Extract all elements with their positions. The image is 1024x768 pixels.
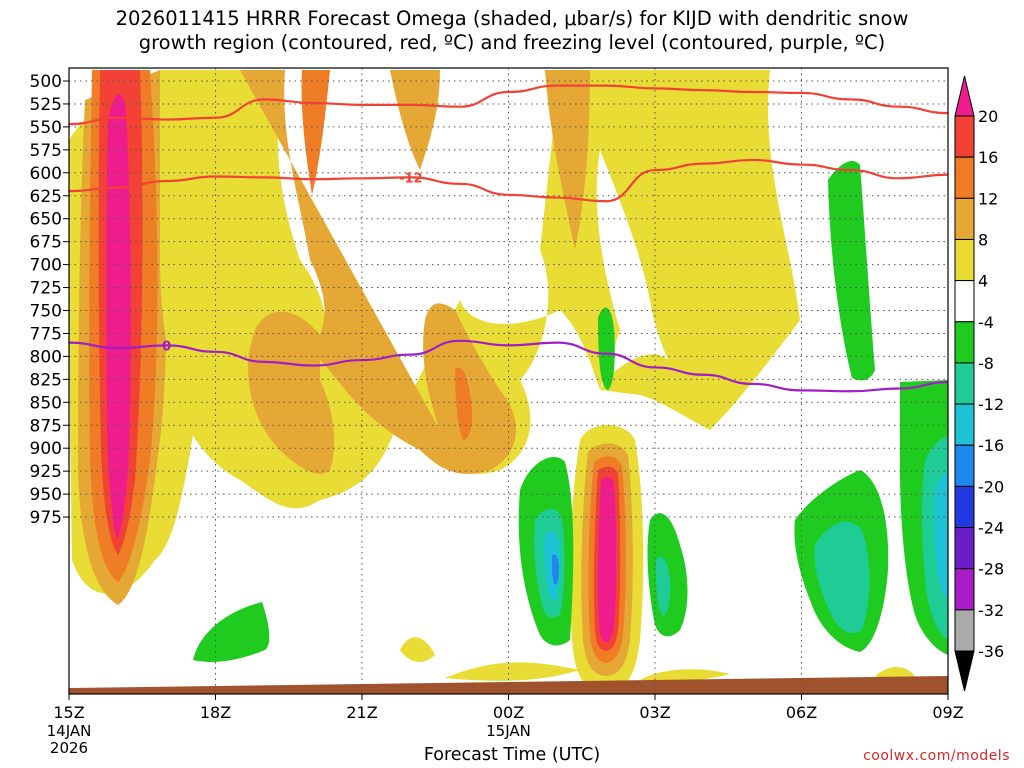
omega-contour-8 — [390, 70, 440, 170]
colorbar-label: -20 — [978, 477, 1004, 496]
colorbar-label: -4 — [978, 313, 994, 332]
omega-contour-4 — [640, 669, 730, 682]
colorbar-bin — [954, 485, 975, 529]
colorbar-label: -28 — [978, 560, 1004, 579]
colorbar-label: -24 — [978, 519, 1004, 538]
y-tick-label: 575 — [30, 141, 62, 161]
x-axis-title: Forecast Time (UTC) — [423, 745, 601, 765]
y-tick-label: 775 — [30, 324, 62, 344]
omega-contour-neg8 — [814, 521, 870, 634]
plot-border — [68, 67, 949, 695]
colorbar-label: 12 — [978, 189, 998, 208]
omega-contour-neg4 — [828, 160, 875, 381]
x-tick-label: 18Z — [200, 703, 231, 722]
omega-contour-neg4 — [193, 602, 270, 662]
y-tick-label: 650 — [30, 210, 62, 230]
colorbar-bin — [954, 568, 975, 611]
colorbar-bin — [954, 238, 975, 282]
grid — [69, 68, 948, 694]
colorbar-bin — [954, 280, 975, 323]
omega-contour-8 — [545, 70, 590, 250]
colorbar-label: -32 — [978, 601, 1004, 620]
colorbar-bin — [954, 197, 975, 240]
y-tick-label: 525 — [30, 95, 62, 115]
x-tick-label: 03Z — [639, 703, 670, 722]
temperature-contours: -12 0 — [68, 84, 949, 393]
x-tick-label: 06Z — [786, 703, 817, 722]
colorbar: 20 16 12 8 4 -4 -8 -12 -16 -20 -24 -28 -32 -36 — [954, 75, 1004, 692]
omega-contour-8 — [240, 70, 517, 474]
omega-shading — [69, 70, 948, 692]
colorbar-bin — [954, 444, 975, 487]
colorbar-bin — [954, 403, 975, 446]
colorbar-label: -12 — [978, 395, 1004, 414]
colorbar-label: -16 — [978, 436, 1004, 455]
colorbar-bin — [954, 156, 975, 199]
colorbar-bin — [954, 527, 975, 570]
y-tick-label: 725 — [30, 279, 62, 299]
x-tick-sublabel: 14JAN — [47, 722, 92, 740]
omega-contour-12 — [455, 367, 473, 440]
freezing-level-label: 0 — [162, 339, 171, 354]
omega-contour-4 — [875, 667, 915, 679]
colorbar-label: 20 — [978, 107, 998, 126]
y-tick-label: 950 — [30, 485, 62, 505]
dgz-lower-label: -12 — [399, 171, 423, 186]
x-tick-sublabel: 2026 — [50, 739, 88, 757]
colorbar-bin — [954, 609, 975, 652]
colorbar-bin — [954, 321, 975, 364]
y-tick-label: 825 — [30, 370, 62, 390]
omega-contour-20 — [597, 477, 617, 642]
chart-title-line1: 2026011415 HRRR Forecast Omega (shaded, … — [115, 7, 909, 30]
y-tick-label: 900 — [30, 439, 62, 459]
omega-contour-20 — [106, 93, 131, 541]
y-tick-label: 500 — [30, 72, 62, 92]
dgz-upper-line — [68, 84, 949, 126]
y-tick-label: 700 — [30, 256, 62, 276]
y-tick-label: 675 — [30, 233, 62, 253]
colorbar-bin — [954, 362, 975, 405]
x-tick-sublabel: 15JAN — [486, 722, 531, 740]
dgz-lower-line — [68, 158, 949, 203]
colorbar-bin — [954, 650, 975, 692]
chart-title-line2: growth region (contoured, red, ºC) and f… — [138, 31, 886, 54]
omega-contour-12 — [301, 70, 330, 195]
x-tick-label: 15Z — [53, 703, 84, 722]
colorbar-label: 16 — [978, 148, 998, 167]
colorbar-label: 4 — [978, 272, 988, 291]
x-tick-label: 00Z — [493, 703, 524, 722]
colorbar-label: -36 — [978, 642, 1004, 661]
y-tick-label: 975 — [30, 508, 62, 528]
y-tick-label: 550 — [30, 118, 62, 138]
omega-contour-neg8 — [655, 556, 671, 616]
omega-contour-neg4 — [598, 307, 615, 390]
credit-text: coolwx.com/models — [863, 748, 1010, 764]
freezing-level-line — [68, 339, 949, 393]
omega-contour-4 — [400, 637, 435, 662]
omega-contour-4 — [600, 354, 710, 430]
omega-contour-4 — [445, 662, 580, 681]
colorbar-label: 8 — [978, 230, 988, 249]
y-tick-label: 600 — [30, 164, 62, 184]
omega-contour-neg12 — [933, 470, 948, 600]
y-tick-label: 800 — [30, 347, 62, 367]
colorbar-label: -8 — [978, 354, 994, 373]
y-tick-label: 925 — [30, 462, 62, 482]
colorbar-bin — [954, 75, 975, 117]
omega-contour-neg16 — [552, 554, 559, 585]
y-tick-label: 625 — [30, 187, 62, 207]
y-tick-label: 875 — [30, 416, 62, 436]
x-tick-label: 09Z — [932, 703, 963, 722]
x-tick-label: 21Z — [346, 703, 377, 722]
y-tick-label: 850 — [30, 393, 62, 413]
y-tick-label: 750 — [30, 302, 62, 322]
colorbar-bin — [954, 115, 975, 158]
